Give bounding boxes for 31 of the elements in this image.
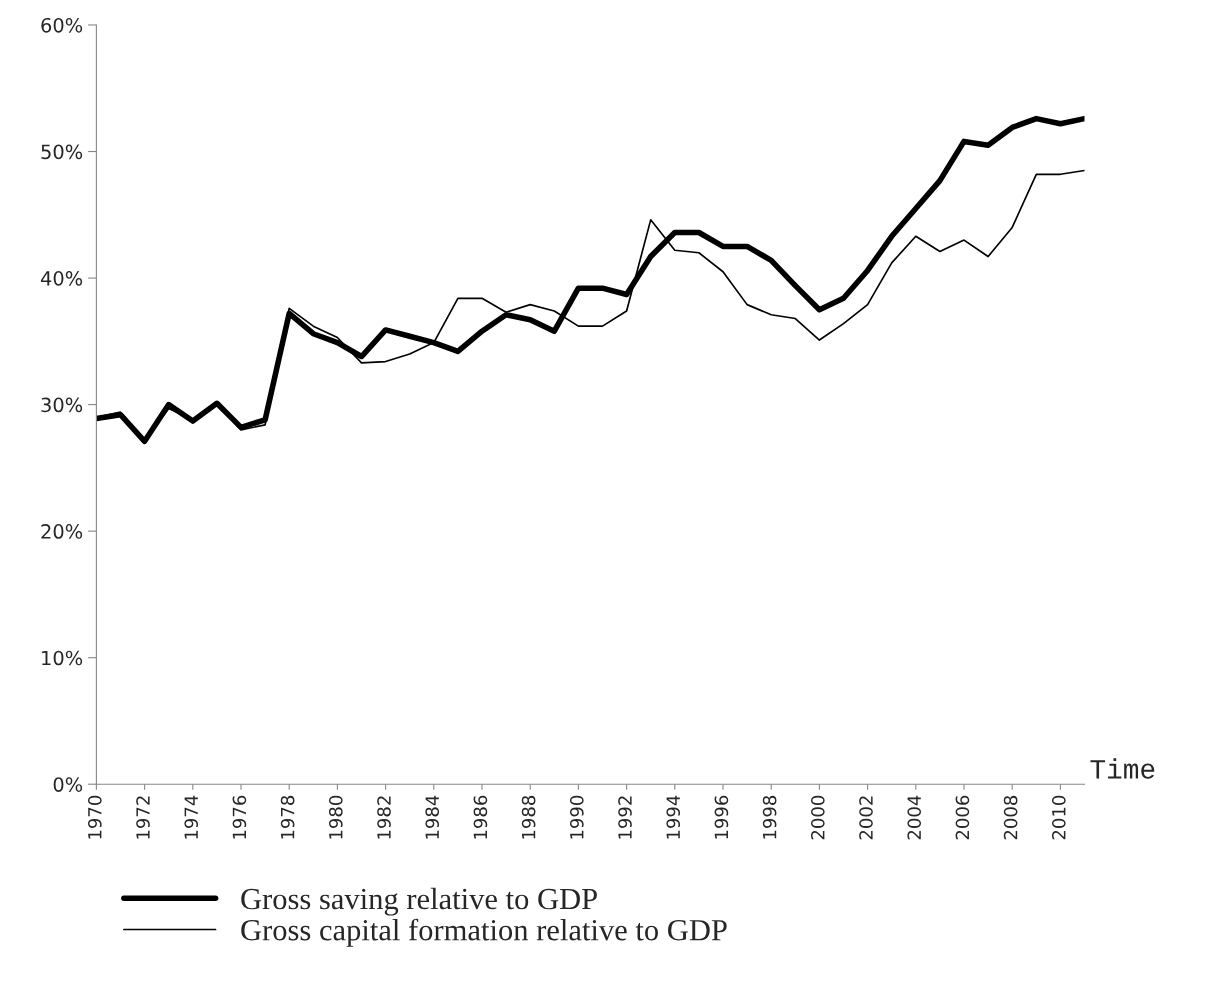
y-tick-label: 20% xyxy=(41,524,83,539)
x-tick-label: 1978 xyxy=(280,795,295,839)
x-tick-label: 2008 xyxy=(1003,795,1018,840)
x-tick-label: 1988 xyxy=(521,795,536,839)
y-tick-label: 30% xyxy=(41,397,83,413)
x-tick-label: 1976 xyxy=(232,795,247,839)
x-tick-label: 1990 xyxy=(569,795,584,839)
x-tick-label: 1970 xyxy=(87,795,102,839)
x-tick-label: 1992 xyxy=(618,796,632,839)
x-tick-label: 2010 xyxy=(1051,795,1066,840)
x-tick-label: 1984 xyxy=(425,795,440,839)
x-tick-label: 1974 xyxy=(184,795,199,839)
x-tick-label: 2006 xyxy=(955,795,970,840)
x-tick-label: 2000 xyxy=(810,795,825,840)
x-tick-label: 1996 xyxy=(714,795,729,839)
legend-label: Gross capital formation relative to GDP xyxy=(241,918,727,947)
x-tick-label: 1998 xyxy=(762,795,777,839)
y-tick-label: 50% xyxy=(41,144,83,160)
y-tick-label: 60% xyxy=(41,17,83,33)
legend-label: Gross saving relative to GDP xyxy=(241,887,597,916)
x-tick-label: 1994 xyxy=(666,795,681,839)
x-tick-label: 1972 xyxy=(136,796,150,839)
x-tick-label: 1980 xyxy=(328,795,343,839)
y-tick-label: 0% xyxy=(53,777,83,792)
x-tick-label: 2002 xyxy=(859,796,873,840)
x-axis-title: Time xyxy=(1090,758,1155,779)
x-tick-label: 1982 xyxy=(377,796,391,839)
x-tick-label: 1986 xyxy=(473,795,488,839)
y-tick-label: 40% xyxy=(40,271,83,286)
x-tick-label: 2004 xyxy=(907,795,922,840)
y-tick-label: 10% xyxy=(42,650,83,666)
